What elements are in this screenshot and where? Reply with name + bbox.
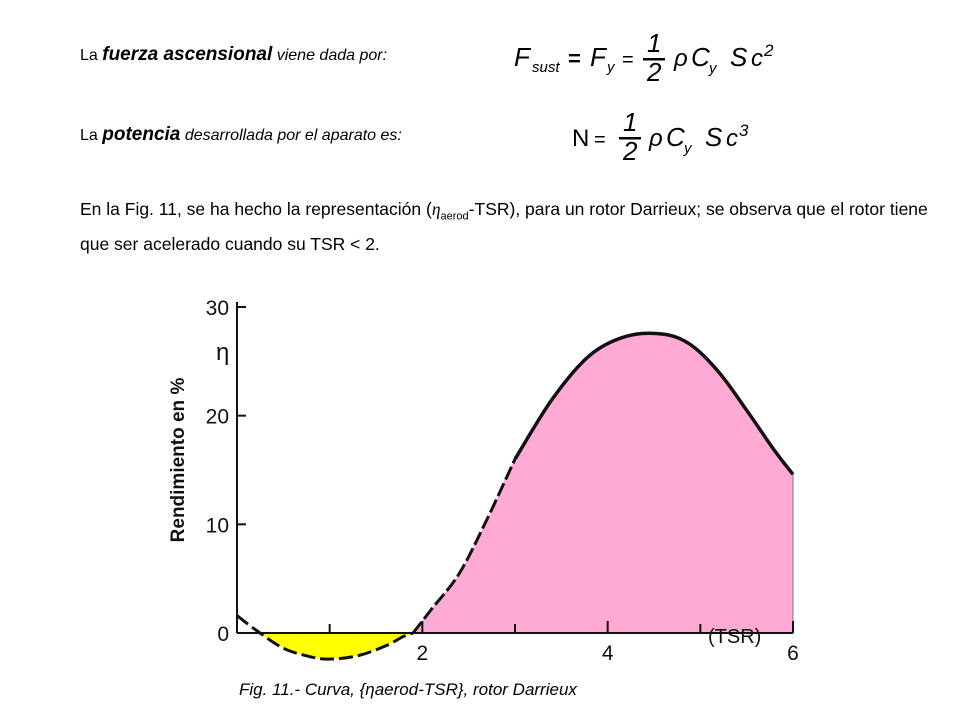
- y-tick-label: 30: [206, 297, 229, 320]
- formula1-den: 2: [646, 57, 662, 87]
- formula1-eq1: =: [568, 46, 581, 71]
- lift-force-intro: La fuerza ascensional viene dada por:: [80, 44, 387, 66]
- formula1-rho: ρ: [673, 45, 688, 72]
- formula1-c-sub: y: [708, 60, 718, 77]
- formula1-mid-sub: y: [606, 59, 616, 76]
- eta-symbol: η: [431, 199, 441, 219]
- eta-subscript: aerod: [440, 210, 469, 223]
- power-intro: La potencia desarrollada por el aparato …: [80, 124, 402, 146]
- power-formula: N = 1 2 ρ C y S c 3: [572, 108, 749, 166]
- efficiency-tsr-chart: 0 10 20 30 2 4 6 Rendimiento en % η (TSR): [168, 297, 799, 665]
- text-prefix: La: [80, 127, 103, 144]
- formula1-v-exp: 2: [763, 41, 774, 60]
- text-suffix: desarrollada por el aparato es:: [180, 127, 402, 144]
- text-prefix: La: [80, 47, 103, 64]
- fraction-bar: [643, 58, 665, 61]
- formula2-lhs: N: [572, 125, 589, 152]
- formula1-lhs-sub: sust: [532, 59, 560, 76]
- formula2-den: 2: [622, 136, 638, 166]
- formula2-s: S: [705, 122, 723, 152]
- description-paragraph: En la Fig. 11, se ha hecho la representa…: [80, 196, 940, 258]
- efficiency-curve-negative: [236, 614, 414, 661]
- formula1-s: S: [730, 42, 748, 72]
- para-text-2: -TSR), para un rotor Darrieux; se observ…: [80, 199, 928, 254]
- formula2-rho: ρ: [648, 125, 663, 152]
- formula1-eq2: =: [622, 49, 634, 71]
- formula1-v: c: [751, 45, 763, 72]
- x-axis-label: (TSR): [708, 626, 761, 648]
- formula2-num: 1: [623, 108, 637, 137]
- y-tick-label: 0: [217, 623, 229, 646]
- figure-caption: Fig. 11.- Curva, {ηaerod-TSR}, rotor Dar…: [239, 680, 577, 699]
- fraction-bar: [619, 137, 641, 140]
- text-emphasis: fuerza ascensional: [102, 44, 273, 65]
- y-axis-label: Rendimiento en %: [168, 378, 189, 543]
- text-suffix: viene dada por:: [272, 47, 388, 64]
- formula2-eq: =: [594, 129, 606, 151]
- formula2-c: C: [666, 122, 685, 152]
- y-tick-label: 10: [206, 514, 229, 537]
- formula1-lhs: F: [514, 42, 532, 72]
- formula2-v: c: [726, 125, 738, 152]
- efficiency-curve-rising: [411, 458, 517, 634]
- lift-force-formula: F sust = F y = 1 2 ρ C y S c 2: [514, 28, 774, 87]
- x-tick-label: 4: [602, 642, 614, 665]
- para-text-1: En la Fig. 11, se ha hecho la representa…: [80, 199, 432, 219]
- x-tick-label: 2: [416, 642, 428, 665]
- y-axis-symbol: η: [216, 339, 229, 366]
- y-tick-label: 20: [206, 406, 229, 429]
- formula2-v-exp: 3: [739, 121, 749, 140]
- efficiency-curve-positive: [513, 331, 795, 476]
- formula1-mid: F: [590, 42, 608, 72]
- positive-area-fill: [413, 333, 793, 633]
- formula1-num: 1: [647, 28, 661, 58]
- formula2-c-sub: y: [683, 140, 693, 157]
- x-tick-label: 6: [787, 642, 799, 665]
- text-emphasis: potencia: [102, 124, 181, 145]
- formula1-c: C: [691, 42, 710, 72]
